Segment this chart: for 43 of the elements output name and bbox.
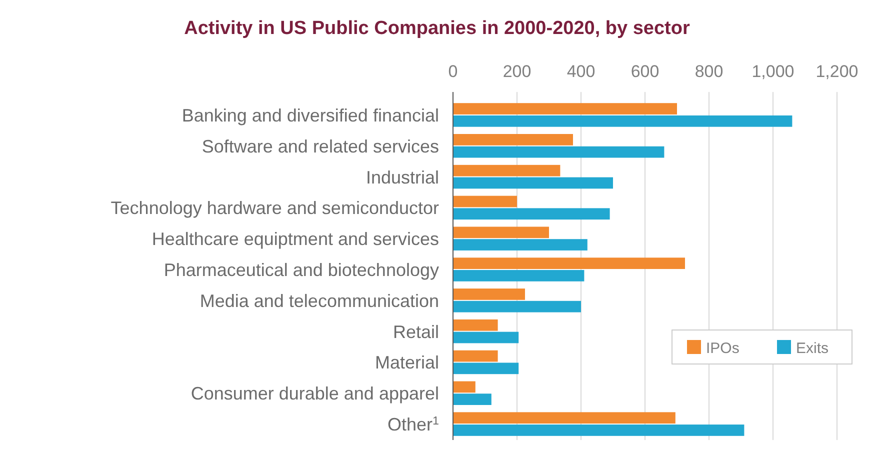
bar — [453, 226, 549, 238]
y-tick-label: Technology hardware and semiconductor — [110, 198, 439, 218]
y-tick-label: Healthcare equiptment and services — [152, 229, 439, 250]
x-tick-label: 200 — [502, 62, 532, 81]
bar — [453, 103, 677, 114]
bar — [453, 362, 519, 374]
bar — [453, 115, 792, 127]
bar — [453, 208, 610, 220]
bar — [453, 300, 581, 312]
y-tick-label: Software and related services — [202, 136, 439, 156]
x-tick-label: 1,000 — [752, 62, 794, 81]
y-tick-label: Banking and diversified financial — [182, 105, 439, 126]
bar — [453, 332, 519, 344]
bar — [453, 239, 588, 250]
x-tick-label: 1,200 — [816, 62, 858, 81]
chart-title: Activity in US Public Companies in 2000-2020, by sector — [184, 18, 690, 39]
y-tick-label: Other$^{1}$ — [387, 414, 439, 435]
bar — [453, 258, 685, 269]
x-tick-label: 800 — [694, 62, 724, 81]
bar — [453, 146, 664, 158]
y-tick-label: Industrial — [366, 167, 439, 188]
y-tick-label: Material — [374, 352, 439, 373]
bar — [453, 196, 517, 208]
bar — [453, 177, 613, 189]
bar — [453, 288, 525, 300]
bar — [453, 381, 476, 393]
x-tick-label: 0 — [448, 62, 458, 81]
bar — [453, 394, 492, 405]
y-tick-label: Retail — [392, 322, 439, 342]
bar — [453, 412, 676, 424]
bar — [453, 164, 560, 176]
y-tick-label: Pharmaceutical and biotechnology — [164, 260, 439, 280]
bar — [453, 319, 498, 331]
y-tick-label: Media and telecommunication — [200, 290, 439, 311]
bar — [453, 134, 573, 146]
legend-label: IPOs — [706, 340, 740, 357]
bar — [453, 350, 498, 362]
x-tick-label: 400 — [566, 62, 596, 81]
bar — [453, 270, 584, 282]
bar — [453, 424, 744, 436]
legend-label: Exits — [796, 340, 829, 357]
x-tick-label: 600 — [630, 62, 660, 81]
y-tick-label: Consumer durable and apparel — [190, 384, 439, 404]
